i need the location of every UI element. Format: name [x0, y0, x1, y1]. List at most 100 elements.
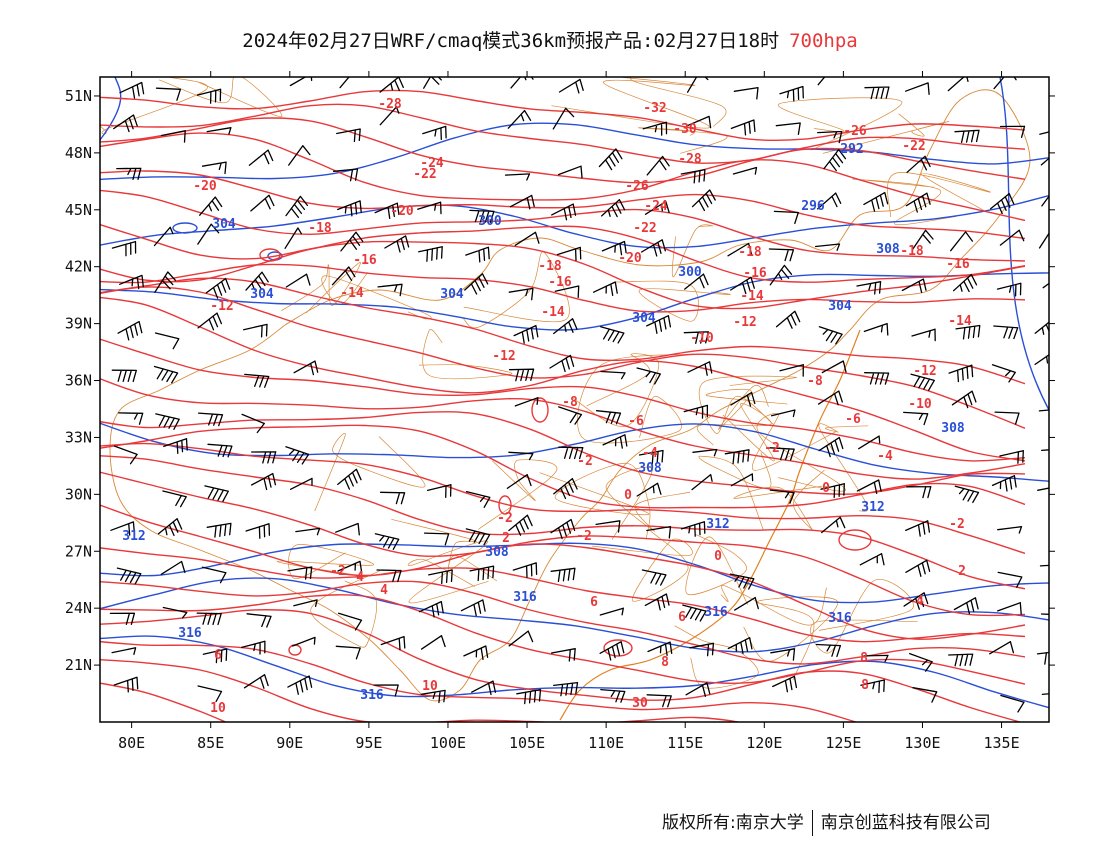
height-contour — [100, 272, 1049, 331]
temperature-label: -22 — [633, 221, 656, 236]
temperature-label: -14 — [541, 305, 565, 320]
wind-barb — [638, 449, 664, 465]
wind-barb — [818, 326, 843, 345]
wind-barb — [552, 107, 575, 130]
wind-barb — [201, 566, 227, 584]
wind-barb — [337, 560, 363, 574]
wind-barb — [549, 354, 575, 373]
temperature-contour — [100, 277, 1026, 385]
wind-barb — [553, 477, 578, 500]
wind-barb — [858, 435, 881, 450]
temperature-label: -16 — [353, 253, 377, 268]
wind-barb — [905, 520, 931, 537]
wind-barb — [948, 364, 974, 383]
province-boundary — [818, 423, 869, 512]
wind-barb — [508, 451, 534, 461]
wind-barb — [691, 473, 713, 491]
wind-barb — [245, 523, 271, 539]
wind-barb — [600, 688, 626, 703]
wind-barb — [155, 413, 180, 430]
temperature-label: -4 — [642, 446, 658, 461]
map-frame — [99, 76, 1050, 723]
wind-barb — [154, 271, 177, 293]
wind-barb — [864, 372, 890, 385]
wind-barb — [599, 641, 625, 661]
temperature-label: -2 — [764, 441, 780, 456]
province-boundary — [733, 469, 825, 530]
wind-barb — [600, 326, 625, 344]
wind-barb — [513, 324, 539, 344]
temperature-label: -16 — [548, 275, 572, 290]
wind-barb — [683, 404, 709, 419]
wind-barb — [464, 273, 489, 295]
province-boundary — [706, 385, 788, 430]
wind-barb — [339, 77, 350, 89]
wind-barb — [952, 273, 978, 293]
wind-barb — [601, 199, 626, 218]
wind-barb — [556, 246, 582, 261]
wind-barb — [859, 553, 885, 566]
temperature-label: -16 — [946, 257, 970, 272]
wind-barb — [284, 227, 303, 249]
wind-barb — [197, 412, 224, 427]
wind-barb — [1039, 564, 1049, 567]
temperature-contour — [100, 338, 1026, 462]
wind-barb — [905, 192, 931, 213]
temperature-label: -24 — [420, 156, 444, 171]
wind-barb — [469, 209, 495, 223]
wind-barb — [814, 243, 841, 251]
wind-barb — [641, 569, 667, 586]
wind-barb — [779, 85, 804, 102]
wind-barb — [685, 682, 711, 697]
lon-tick-label: 90E — [276, 734, 303, 752]
wind-barb — [1041, 693, 1049, 696]
lat-tick-label: 33N — [65, 428, 92, 446]
wind-barb — [769, 489, 795, 504]
country-boundary — [822, 113, 950, 154]
wind-barb — [553, 681, 579, 697]
temperature-contour — [100, 455, 1026, 590]
wind-barb — [508, 514, 533, 536]
province-boundary — [407, 540, 489, 604]
wind-barb — [423, 77, 442, 89]
temperature-labels: -32-30-28-28-26-26-24-24-22-22-22-20-20-… — [193, 97, 972, 716]
wind-barb — [337, 200, 362, 217]
wind-barb — [817, 77, 826, 86]
temperature-contour — [100, 189, 1026, 262]
wind-barb — [904, 82, 930, 95]
wind-barb — [773, 210, 799, 225]
wind-barb — [646, 315, 672, 334]
temperature-label: -22 — [902, 139, 925, 154]
wind-barb — [197, 685, 223, 703]
wind-barb — [687, 361, 713, 376]
wind-barb — [1040, 613, 1049, 615]
wind-barb — [817, 130, 843, 144]
wind-barb — [288, 145, 311, 166]
country-boundary — [638, 127, 728, 154]
wind-barb — [460, 599, 486, 617]
title-level: 700hpa — [789, 30, 858, 52]
province-boundary — [605, 466, 691, 540]
lon-tick-label: 110E — [588, 734, 624, 752]
wind-barb — [999, 125, 1026, 138]
copyright-footer: 版权所有:南京大学 南京创蓝科技有限公司 — [662, 808, 991, 836]
height-label: 308 — [638, 461, 662, 476]
wind-barb — [863, 191, 889, 212]
wind-barb — [379, 106, 400, 126]
wind-barb — [516, 688, 542, 705]
wind-barb — [954, 485, 980, 504]
wind-barb — [991, 475, 1017, 492]
wind-barb — [772, 675, 798, 693]
axis-ticks — [94, 71, 1055, 728]
wind-barb — [109, 612, 136, 625]
wind-barb — [683, 331, 709, 344]
wind-barb — [550, 518, 576, 540]
wind-barb — [1039, 131, 1049, 135]
height-label: 300 — [678, 265, 702, 280]
temperature-label: -26 — [843, 124, 867, 139]
province-boundary — [314, 433, 426, 512]
wind-barb — [201, 161, 227, 175]
wind-barb — [335, 522, 360, 536]
wind-barb — [111, 647, 137, 655]
